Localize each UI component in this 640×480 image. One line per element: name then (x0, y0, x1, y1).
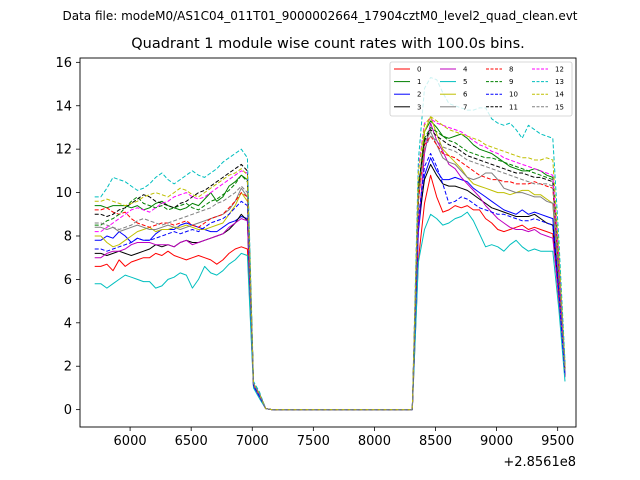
x-tick-label: 8000 (358, 434, 391, 449)
y-tick-label: 0 (64, 403, 72, 418)
legend-box (389, 61, 573, 117)
series-line-5 (94, 211, 566, 411)
legend-label-6: 6 (463, 91, 468, 99)
axis-ticks: 6000 6500 7000 7500 8000 8500 9000 950002468101… (55, 56, 574, 449)
x-tick-label: 7000 (236, 434, 269, 449)
legend-label-11: 11 (509, 103, 518, 111)
y-tick-label: 2 (64, 360, 72, 375)
legend-label-7: 7 (463, 103, 467, 111)
y-tick-label: 12 (55, 143, 72, 158)
y-tick-label: 4 (64, 316, 72, 331)
chart-suptitle: Data file: modeM0/AS1C04_011T01_90000026… (62, 9, 577, 23)
legend-label-1: 1 (417, 78, 421, 86)
x-tick-label: 6000 (114, 434, 147, 449)
legend-label-13: 13 (555, 78, 564, 86)
legend-label-8: 8 (509, 66, 513, 74)
x-tick-label: 9000 (480, 434, 513, 449)
series-line-14 (94, 116, 566, 411)
legend-label-0: 0 (417, 66, 421, 74)
legend-label-4: 4 (463, 66, 468, 74)
legend-label-2: 2 (417, 91, 421, 99)
legend-label-3: 3 (417, 103, 421, 111)
legend-label-15: 15 (555, 103, 564, 111)
chart-title: Quadrant 1 module wise count rates with … (131, 36, 525, 52)
series-line-1 (94, 120, 566, 411)
legend-label-5: 5 (463, 78, 467, 86)
series-line-4 (94, 122, 566, 411)
x-tick-label: 6500 (175, 434, 208, 449)
y-tick-label: 6 (64, 273, 72, 288)
plot-lines (94, 77, 566, 411)
legend-label-14: 14 (555, 91, 564, 99)
x-tick-label: 7500 (297, 434, 330, 449)
y-tick-label: 10 (55, 186, 72, 201)
legend-label-12: 12 (555, 66, 564, 74)
series-line-13 (94, 77, 566, 411)
series-line-11 (94, 129, 566, 411)
series-line-12 (94, 118, 566, 411)
series-line-3 (94, 163, 566, 411)
y-tick-label: 8 (64, 229, 72, 244)
series-line-15 (94, 135, 566, 411)
y-tick-label: 16 (55, 56, 72, 71)
x-tick-label: 9500 (541, 434, 574, 449)
x-offset-label: +2.8561e8 (503, 455, 576, 470)
series-line-6 (94, 116, 566, 411)
series-line-7 (94, 131, 566, 411)
y-tick-label: 14 (55, 99, 72, 114)
x-tick-label: 8500 (419, 434, 452, 449)
plot-frame (79, 57, 577, 428)
legend-label-9: 9 (509, 78, 513, 86)
legend-label-10: 10 (509, 91, 518, 99)
series-line-0 (94, 174, 566, 411)
